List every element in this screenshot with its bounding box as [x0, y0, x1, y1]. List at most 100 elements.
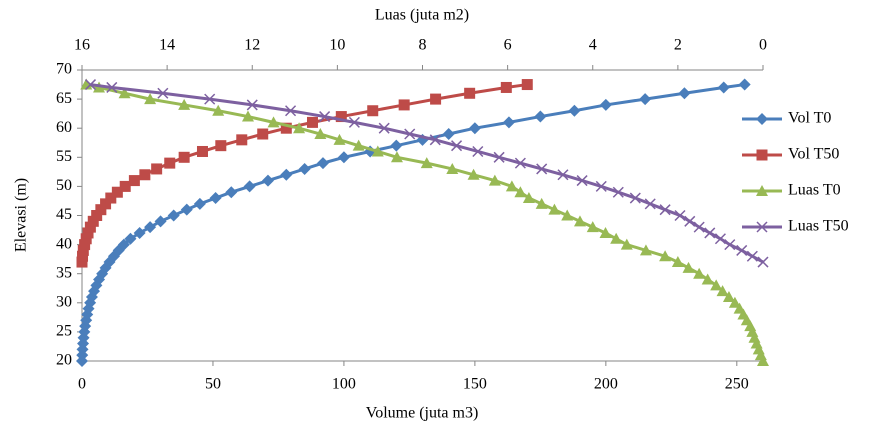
series-line: [80, 83, 745, 362]
marker: [82, 227, 94, 239]
x2-tick-label: 10: [329, 37, 345, 54]
marker: [717, 81, 730, 94]
marker: [167, 209, 180, 222]
marker: [446, 162, 459, 174]
marker: [348, 116, 360, 128]
marker: [573, 215, 586, 227]
marker: [752, 343, 765, 355]
series-line: [90, 83, 764, 264]
marker: [610, 232, 623, 244]
marker: [737, 308, 750, 320]
marker: [367, 105, 379, 117]
marker: [178, 151, 190, 163]
marker: [404, 128, 416, 140]
x-tick-label: 250: [725, 376, 749, 393]
marker: [586, 221, 599, 233]
y-tick-label: 65: [56, 90, 72, 107]
marker: [106, 81, 118, 93]
marker: [128, 175, 140, 187]
marker: [337, 151, 350, 164]
marker: [154, 215, 167, 228]
marker: [746, 325, 759, 337]
marker: [659, 204, 671, 216]
marker: [493, 151, 505, 163]
x2-tick-label: 6: [504, 37, 512, 54]
marker: [144, 221, 157, 234]
marker: [164, 157, 176, 169]
marker: [746, 250, 758, 262]
y-tick-label: 20: [56, 352, 72, 369]
marker: [674, 209, 686, 222]
x2-axis-title: Luas (juta m2): [375, 7, 469, 24]
marker: [514, 186, 527, 198]
marker: [316, 157, 329, 170]
x2-tick-label: 4: [589, 37, 597, 54]
marker: [639, 93, 652, 106]
marker: [728, 296, 741, 308]
marker: [119, 180, 131, 192]
marker: [464, 87, 476, 99]
marker: [178, 98, 191, 110]
legend-label: Luas T0: [788, 182, 841, 199]
x2-tick-label: 8: [419, 37, 427, 54]
marker: [671, 256, 684, 268]
x-tick-label: 150: [463, 376, 487, 393]
marker: [390, 139, 403, 152]
marker: [595, 180, 607, 192]
marker: [535, 197, 548, 209]
marker: [500, 81, 512, 93]
marker: [193, 197, 206, 210]
marker: [285, 105, 297, 117]
x-tick-label: 100: [332, 376, 356, 393]
marker: [118, 87, 131, 99]
marker: [335, 111, 347, 123]
marker: [243, 180, 256, 193]
y-tick-label: 60: [56, 119, 72, 136]
marker: [467, 168, 480, 180]
marker: [105, 192, 117, 204]
y-tick-label: 70: [56, 61, 72, 78]
marker: [750, 337, 763, 349]
marker: [91, 210, 103, 221]
legend-marker: [756, 113, 768, 125]
marker: [442, 128, 455, 141]
marker: [733, 302, 746, 314]
marker: [79, 239, 91, 251]
marker: [84, 79, 97, 91]
marker: [722, 290, 735, 302]
marker: [716, 285, 729, 297]
marker: [151, 163, 163, 175]
series-line: [85, 83, 765, 362]
marker: [502, 116, 515, 129]
marker: [738, 78, 751, 91]
marker: [314, 128, 327, 140]
marker: [352, 139, 365, 151]
marker: [319, 111, 331, 123]
legend-marker: [756, 149, 768, 161]
marker: [678, 87, 691, 100]
marker: [682, 261, 695, 273]
marker: [576, 175, 588, 187]
marker: [95, 204, 107, 216]
x-axis-title: Volume (juta m3): [366, 405, 479, 422]
marker: [629, 192, 641, 204]
legend-label: Luas T50: [788, 218, 849, 235]
y-tick-label: 40: [56, 235, 72, 252]
marker: [744, 320, 757, 332]
marker: [80, 233, 92, 245]
marker: [100, 198, 112, 210]
marker: [693, 221, 705, 233]
marker: [704, 227, 716, 239]
marker: [620, 238, 633, 250]
marker: [693, 267, 706, 279]
y-tick-label: 35: [56, 264, 72, 281]
marker: [77, 250, 89, 262]
marker: [757, 256, 769, 268]
legend-label: Vol T0: [788, 110, 831, 127]
marker: [561, 209, 574, 221]
marker: [710, 279, 723, 291]
marker: [612, 186, 624, 198]
marker: [534, 110, 547, 123]
x2-tick-label: 2: [674, 37, 682, 54]
marker: [505, 180, 518, 192]
